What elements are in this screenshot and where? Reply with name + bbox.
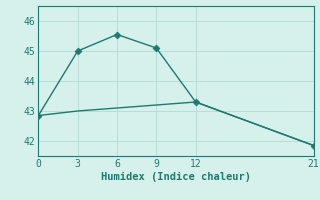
X-axis label: Humidex (Indice chaleur): Humidex (Indice chaleur) xyxy=(101,172,251,182)
